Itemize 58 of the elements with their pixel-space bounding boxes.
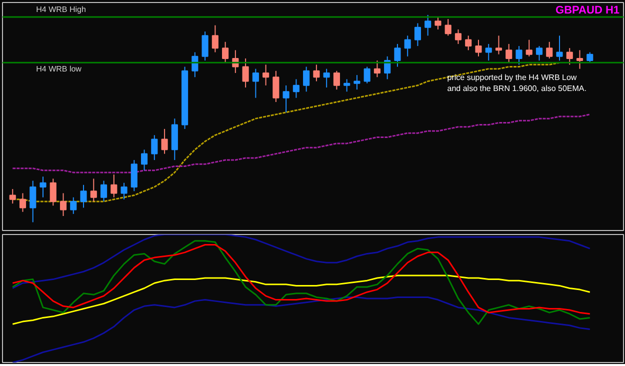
candlestick	[292, 78, 300, 98]
candlestick	[100, 180, 108, 202]
chart-title: GBPAUD H1	[556, 4, 620, 16]
candlestick	[262, 64, 270, 86]
candlestick	[465, 35, 472, 51]
candlestick	[313, 64, 320, 82]
candlestick	[30, 180, 36, 223]
candlestick	[516, 46, 522, 66]
candlestick	[506, 43, 512, 64]
candlestick	[546, 41, 553, 59]
candlestick	[303, 66, 310, 92]
candlestick	[19, 192, 26, 212]
candlestick	[130, 160, 138, 192]
candlestick	[80, 184, 87, 208]
candlestick	[454, 28, 462, 44]
candlestick	[344, 78, 350, 92]
candlestick	[60, 192, 67, 216]
candlestick	[414, 22, 421, 47]
candlestick	[536, 46, 543, 62]
candlestick	[140, 149, 148, 171]
candlestick	[50, 178, 56, 206]
candlestick	[495, 35, 502, 55]
candlestick	[161, 128, 168, 154]
candlestick	[110, 174, 118, 198]
candlestick	[394, 43, 401, 68]
candlestick	[90, 178, 97, 202]
candlestick	[556, 35, 563, 62]
candlestick	[40, 176, 46, 198]
candlestick	[242, 58, 249, 88]
candlestick	[212, 24, 218, 53]
candlestick	[526, 39, 532, 57]
candlestick	[434, 16, 442, 30]
candlestick	[192, 52, 198, 78]
candlestick	[566, 48, 573, 66]
candlestick	[9, 188, 16, 204]
candlestick	[202, 31, 208, 62]
candlestick	[354, 74, 360, 90]
candlestick	[475, 39, 482, 57]
ref-line-label: H4 WRB High	[36, 5, 86, 14]
candlestick	[120, 182, 128, 200]
candlestick	[364, 66, 370, 84]
candlestick	[485, 43, 492, 62]
candlestick	[222, 41, 229, 64]
candlestick	[404, 35, 411, 57]
candlestick	[333, 70, 340, 90]
candlestick	[424, 14, 432, 36]
candlestick	[70, 196, 77, 214]
candlestick	[151, 134, 158, 161]
candlestick	[323, 68, 330, 88]
candlestick	[374, 60, 380, 78]
candlestick	[576, 50, 584, 70]
candlestick	[586, 52, 594, 64]
candlestick	[444, 18, 452, 36]
ref-line-label: H4 WRB low	[36, 64, 82, 74]
candlestick	[272, 70, 280, 102]
candlestick	[282, 84, 290, 113]
annotation: price supported by the H4 WRB Low and also the BRN 1.9600, also 50EMA.	[447, 72, 586, 93]
candlestick	[252, 68, 259, 98]
